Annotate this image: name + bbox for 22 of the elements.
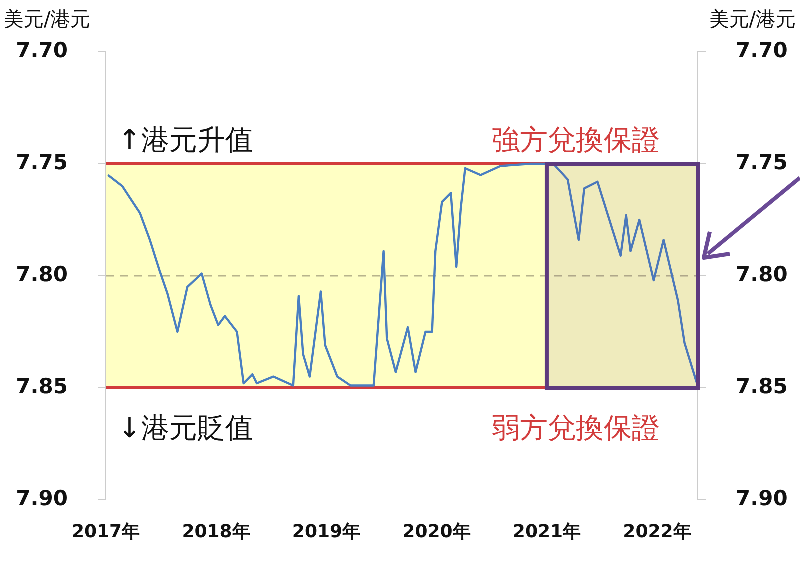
ref-line-label: 弱方兌換保證 xyxy=(492,411,660,444)
y2-tick-label: 7.80 xyxy=(736,262,788,286)
y2-tick-label: 7.85 xyxy=(736,374,788,398)
y-tick-label: 7.85 xyxy=(16,374,68,398)
y-tick-label: 7.90 xyxy=(16,486,68,510)
x-tick-label: 2018年 xyxy=(182,521,250,542)
y2-axis-title: 美元/港元 xyxy=(709,7,796,31)
x-tick-label: 2020年 xyxy=(402,521,471,542)
x-tick-label: 2021年 xyxy=(512,521,582,542)
x-tick-label: 2022年 xyxy=(623,521,692,542)
y2-tick-label: 7.70 xyxy=(736,38,788,62)
y-axis-title: 美元/港元 xyxy=(4,7,91,31)
y-tick-label: 7.80 xyxy=(16,262,68,286)
ref-line-label: 強方兌換保證 xyxy=(492,123,660,156)
annotation: ↑港元升值 xyxy=(118,123,254,156)
y-tick-label: 7.75 xyxy=(16,150,68,174)
y2-tick-label: 7.75 xyxy=(736,150,788,174)
y-tick-label: 7.70 xyxy=(16,38,68,62)
x-tick-label: 2019年 xyxy=(292,521,361,542)
x-tick-label: 2017年 xyxy=(72,521,140,542)
annotation: ↓港元貶值 xyxy=(118,411,254,444)
y2-tick-label: 7.90 xyxy=(736,486,788,510)
